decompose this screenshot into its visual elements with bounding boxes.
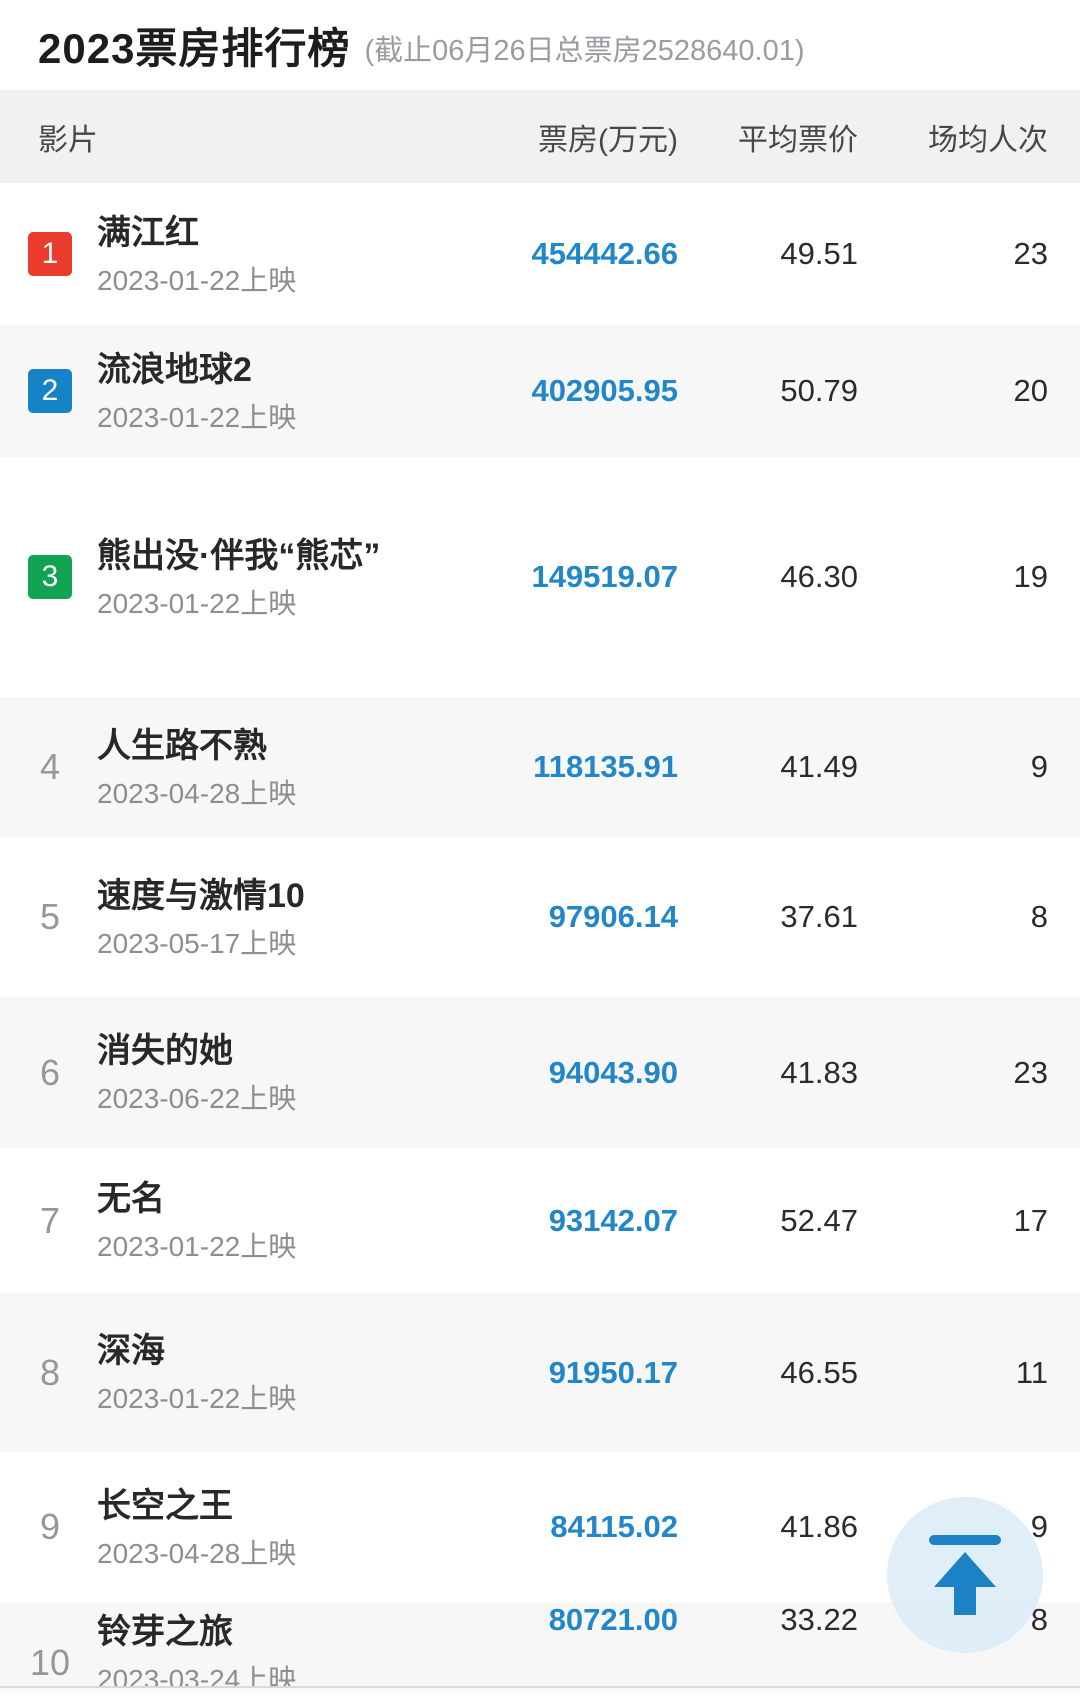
table-row[interactable]: 6 消失的她 2023-06-22上映 94043.90 41.83 23 xyxy=(0,997,1080,1148)
boxoffice-value: 402905.95 xyxy=(428,373,678,409)
avg-attendance-value: 17 xyxy=(858,1203,1048,1239)
ranking-list: 1 满江红 2023-01-22上映 454442.66 49.51 23 2 … xyxy=(0,183,1080,1694)
rank-badge: 8 xyxy=(28,1351,72,1395)
avg-price-value: 41.86 xyxy=(678,1509,858,1545)
avg-price-value: 41.83 xyxy=(678,1055,858,1091)
rank-badge: 5 xyxy=(28,895,72,939)
table-row[interactable]: 1 满江红 2023-01-22上映 454442.66 49.51 23 xyxy=(0,183,1080,325)
column-header-avg-attendance: 场均人次 xyxy=(858,115,1048,159)
movie-title: 人生路不熟 xyxy=(97,724,296,768)
column-header-boxoffice: 票房(万元) xyxy=(428,115,678,159)
column-header-avg-price: 平均票价 xyxy=(678,115,858,159)
release-date: 2023-01-22上映 xyxy=(97,1382,296,1416)
table-row[interactable]: 5 速度与激情10 2023-05-17上映 97906.14 37.61 8 xyxy=(0,837,1080,997)
avg-attendance-value: 9 xyxy=(858,749,1048,785)
avg-attendance-value: 8 xyxy=(858,899,1048,935)
movie-title: 铃芽之旅 xyxy=(97,1610,296,1654)
table-row[interactable]: 8 深海 2023-01-22上映 91950.17 46.55 11 xyxy=(0,1293,1080,1452)
page-header: 2023票房排行榜 (截止06月26日总票房2528640.01) xyxy=(0,0,1080,90)
release-date: 2023-01-22上映 xyxy=(97,1230,296,1264)
table-row[interactable]: 7 无名 2023-01-22上映 93142.07 52.47 17 xyxy=(0,1148,1080,1293)
back-to-top-icon xyxy=(928,1535,1002,1615)
table-row[interactable]: 4 人生路不熟 2023-04-28上映 118135.91 41.49 9 xyxy=(0,697,1080,837)
avg-price-value: 46.30 xyxy=(678,559,858,595)
movie-title: 无名 xyxy=(97,1177,296,1221)
boxoffice-value: 118135.91 xyxy=(428,749,678,785)
avg-attendance-value: 20 xyxy=(858,373,1048,409)
avg-price-value: 46.55 xyxy=(678,1355,858,1391)
avg-price-value: 33.22 xyxy=(678,1602,858,1638)
table-row[interactable]: 2 流浪地球2 2023-01-22上映 402905.95 50.79 20 xyxy=(0,325,1080,457)
movie-title: 满江红 xyxy=(97,211,296,255)
release-date: 2023-06-22上映 xyxy=(97,1082,296,1116)
boxoffice-value: 94043.90 xyxy=(428,1055,678,1091)
release-date: 2023-04-28上映 xyxy=(97,777,296,811)
movie-title: 流浪地球2 xyxy=(97,348,296,392)
rank-badge: 3 xyxy=(28,555,72,599)
boxoffice-value: 97906.14 xyxy=(428,899,678,935)
movie-title: 熊出没·伴我“熊芯” xyxy=(97,534,380,578)
list-bottom-divider xyxy=(0,1686,1080,1694)
avg-price-value: 50.79 xyxy=(678,373,858,409)
rank-badge: 7 xyxy=(28,1199,72,1243)
release-date: 2023-01-22上映 xyxy=(97,587,380,621)
release-date: 2023-01-22上映 xyxy=(97,401,296,435)
back-to-top-button[interactable] xyxy=(887,1497,1043,1653)
avg-attendance-value: 19 xyxy=(858,559,1048,595)
movie-title: 消失的她 xyxy=(97,1029,296,1073)
avg-attendance-value: 23 xyxy=(858,1055,1048,1091)
page-subtitle: (截止06月26日总票房2528640.01) xyxy=(364,21,804,69)
release-date: 2023-01-22上映 xyxy=(97,264,296,298)
release-date: 2023-04-28上映 xyxy=(97,1537,296,1571)
rank-badge: 6 xyxy=(28,1051,72,1095)
avg-attendance-value: 11 xyxy=(858,1355,1048,1391)
release-date: 2023-05-17上映 xyxy=(97,927,305,961)
avg-price-value: 49.51 xyxy=(678,236,858,272)
page-title: 2023票房排行榜 xyxy=(38,15,350,76)
avg-price-value: 52.47 xyxy=(678,1203,858,1239)
boxoffice-value: 91950.17 xyxy=(428,1355,678,1391)
rank-badge: 1 xyxy=(28,232,72,276)
table-header: 影片 票房(万元) 平均票价 场均人次 xyxy=(0,90,1080,183)
boxoffice-value: 80721.00 xyxy=(428,1602,678,1638)
movie-title: 速度与激情10 xyxy=(97,874,305,918)
rank-badge: 10 xyxy=(28,1641,72,1685)
boxoffice-value: 454442.66 xyxy=(428,236,678,272)
avg-price-value: 41.49 xyxy=(678,749,858,785)
rank-badge: 4 xyxy=(28,745,72,789)
column-header-movie: 影片 xyxy=(0,115,428,159)
boxoffice-value: 93142.07 xyxy=(428,1203,678,1239)
movie-title: 深海 xyxy=(97,1329,296,1373)
avg-price-value: 37.61 xyxy=(678,899,858,935)
boxoffice-value: 149519.07 xyxy=(428,559,678,595)
avg-attendance-value: 23 xyxy=(858,236,1048,272)
table-row[interactable]: 3 熊出没·伴我“熊芯” 2023-01-22上映 149519.07 46.3… xyxy=(0,457,1080,697)
movie-title: 长空之王 xyxy=(97,1484,296,1528)
rank-badge: 9 xyxy=(28,1505,72,1549)
boxoffice-value: 84115.02 xyxy=(428,1509,678,1545)
rank-badge: 2 xyxy=(28,369,72,413)
